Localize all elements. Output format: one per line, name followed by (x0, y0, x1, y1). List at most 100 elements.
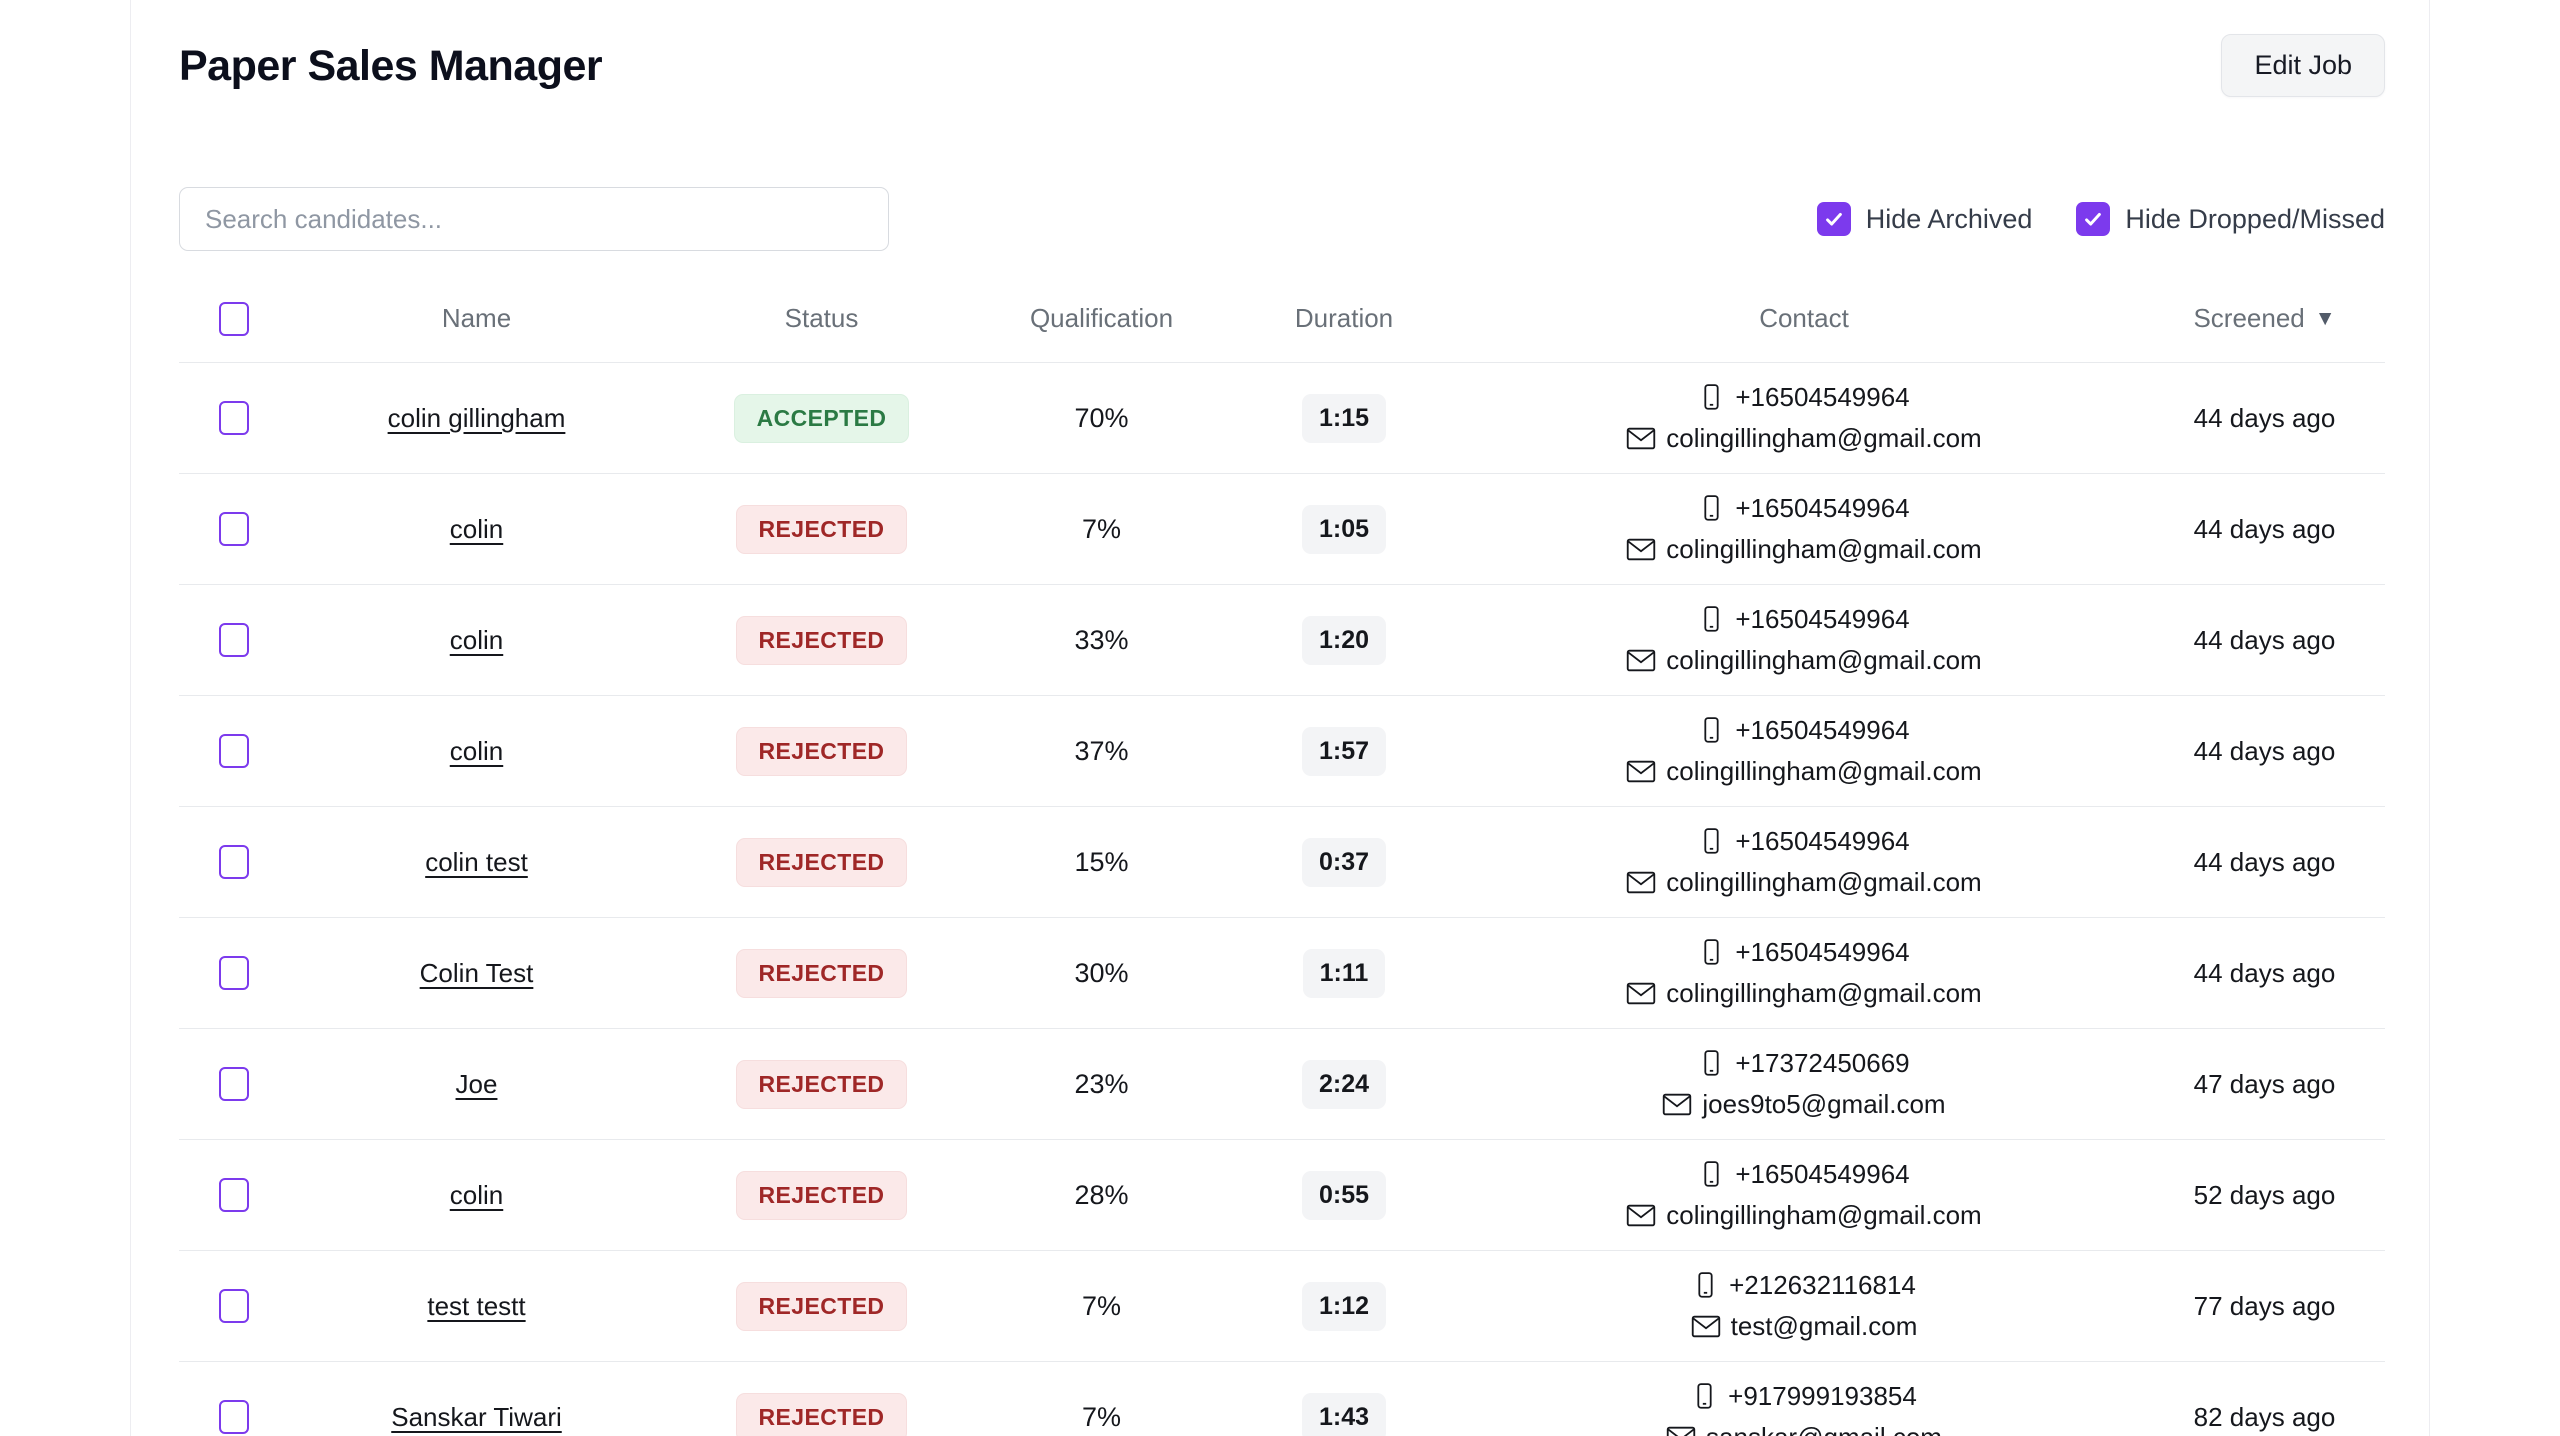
select-all-checkbox[interactable] (219, 301, 249, 336)
status-badge: REJECTED (735, 1059, 908, 1109)
phone-icon (1704, 717, 1719, 743)
email-address: colingillingham@gmail.com (1666, 645, 1982, 675)
mail-icon (1627, 538, 1656, 561)
row-checkbox[interactable] (219, 956, 249, 990)
screened-value: 44 days ago (2193, 957, 2336, 988)
screened-value: 44 days ago (2193, 402, 2336, 433)
candidate-name-link[interactable]: colin (449, 1179, 504, 1210)
name-cell: colin (289, 1180, 664, 1211)
row-checkbox-cell (179, 1400, 289, 1434)
phone-line: +212632116814 (1692, 1270, 1916, 1301)
qualification-value: 70% (1074, 402, 1129, 433)
status-badge: REJECTED (735, 1392, 908, 1436)
candidate-name-link[interactable]: colin gillingham (387, 402, 566, 433)
screened-value: 47 days ago (2193, 1068, 2336, 1099)
mail-icon (1627, 871, 1656, 894)
name-cell: test testt (289, 1291, 664, 1322)
qualification-value: 30% (1074, 957, 1129, 988)
phone-line: +16504549964 (1698, 826, 1910, 857)
table-header-row: Name Status Qualification Duration Conta… (179, 275, 2385, 363)
row-checkbox[interactable] (219, 512, 249, 546)
email-address: joes9to5@gmail.com (1702, 1089, 1946, 1119)
row-checkbox-cell (179, 734, 289, 768)
duration-cell: 1:43 (1224, 1392, 1464, 1436)
candidates-table: Name Status Qualification Duration Conta… (179, 275, 2385, 1436)
screened-value: 82 days ago (2193, 1401, 2336, 1432)
status-cell: REJECTED (664, 1059, 979, 1109)
phone-line: +16504549964 (1698, 382, 1910, 413)
column-header-screened[interactable]: Screened ▼ (2144, 303, 2385, 334)
column-header-status: Status (784, 303, 859, 333)
row-checkbox[interactable] (219, 1067, 249, 1101)
table-row: test testt REJECTED 7% 1:12 +21263211681… (179, 1251, 2385, 1362)
qualification-value: 33% (1074, 624, 1129, 655)
status-badge: REJECTED (735, 504, 908, 554)
row-checkbox-cell (179, 512, 289, 546)
candidate-name-link[interactable]: test testt (427, 1290, 526, 1321)
phone-icon (1698, 1272, 1713, 1298)
mail-icon (1666, 1426, 1696, 1436)
table-row: Colin Test REJECTED 30% 1:11 +1650454996… (179, 918, 2385, 1029)
table-row: Joe REJECTED 23% 2:24 +17372450669 jo (179, 1029, 2385, 1140)
contact-cell: +212632116814 test@gmail.com (1464, 1270, 2144, 1342)
candidate-name-link[interactable]: colin (449, 513, 504, 544)
candidate-name-link[interactable]: colin (449, 735, 504, 766)
status-badge: REJECTED (735, 948, 908, 998)
table-row: Sanskar Tiwari REJECTED 7% 1:43 +9179991… (179, 1362, 2385, 1436)
contact-cell: +16504549964 colingillingham@gmail.com (1464, 382, 2144, 454)
candidate-name-link[interactable]: colin (449, 624, 504, 655)
phone-icon (1704, 384, 1719, 410)
row-checkbox[interactable] (219, 1400, 249, 1434)
email-address: test@gmail.com (1730, 1311, 1918, 1341)
hide-archived-checkbox[interactable]: Hide Archived (1816, 202, 2032, 236)
phone-line: +16504549964 (1698, 937, 1910, 968)
name-cell: colin gillingham (289, 403, 664, 434)
screened-value: 77 days ago (2193, 1290, 2336, 1321)
hide-dropped-missed-checkbox[interactable]: Hide Dropped/Missed (2076, 202, 2385, 236)
phone-number: +212632116814 (1729, 1270, 1916, 1300)
email-address: sanskar@gmail.com (1706, 1422, 1942, 1436)
row-checkbox[interactable] (219, 734, 249, 768)
row-checkbox-cell (179, 1178, 289, 1212)
column-header-duration: Duration (1294, 303, 1394, 333)
edit-job-button[interactable]: Edit Job (2221, 34, 2385, 97)
candidate-name-link[interactable]: Colin Test (419, 957, 534, 988)
duration-cell: 1:11 (1224, 948, 1464, 998)
candidate-name-link[interactable]: Sanskar Tiwari (391, 1401, 562, 1432)
screened-value: 44 days ago (2193, 735, 2336, 766)
screened-value: 44 days ago (2193, 513, 2336, 544)
row-checkbox[interactable] (219, 623, 249, 657)
phone-icon (1697, 1383, 1712, 1409)
email-address: colingillingham@gmail.com (1666, 867, 1982, 897)
duration-badge: 0:55 (1301, 1170, 1387, 1220)
phone-icon (1704, 1050, 1719, 1076)
phone-line: +16504549964 (1698, 604, 1910, 635)
mail-icon (1627, 1204, 1656, 1227)
email-address: colingillingham@gmail.com (1666, 978, 1982, 1008)
phone-icon (1704, 606, 1719, 632)
qualification-value: 37% (1074, 735, 1129, 766)
row-checkbox[interactable] (219, 1289, 249, 1323)
table-row: colin REJECTED 37% 1:57 +16504549964 (179, 696, 2385, 807)
duration-badge: 1:11 (1302, 948, 1386, 998)
status-badge: REJECTED (735, 1281, 908, 1331)
phone-line: +16504549964 (1698, 493, 1910, 524)
candidate-name-link[interactable]: colin test (425, 846, 528, 877)
table-row: colin REJECTED 33% 1:20 +16504549964 (179, 585, 2385, 696)
screened-value: 44 days ago (2193, 846, 2336, 877)
search-input[interactable] (179, 187, 889, 251)
status-badge: REJECTED (735, 1170, 908, 1220)
status-cell: ACCEPTED (664, 393, 979, 443)
row-checkbox[interactable] (219, 845, 249, 879)
candidate-name-link[interactable]: Joe (455, 1068, 498, 1099)
row-checkbox-cell (179, 956, 289, 990)
contact-cell: +16504549964 colingillingham@gmail.com (1464, 937, 2144, 1009)
qualification-value: 7% (1081, 1290, 1122, 1321)
phone-icon (1704, 495, 1719, 521)
row-checkbox[interactable] (219, 1178, 249, 1212)
phone-icon (1704, 1161, 1719, 1187)
mail-icon (1627, 427, 1656, 450)
status-cell: REJECTED (664, 726, 979, 776)
row-checkbox[interactable] (219, 401, 249, 435)
duration-badge: 2:24 (1301, 1059, 1387, 1109)
